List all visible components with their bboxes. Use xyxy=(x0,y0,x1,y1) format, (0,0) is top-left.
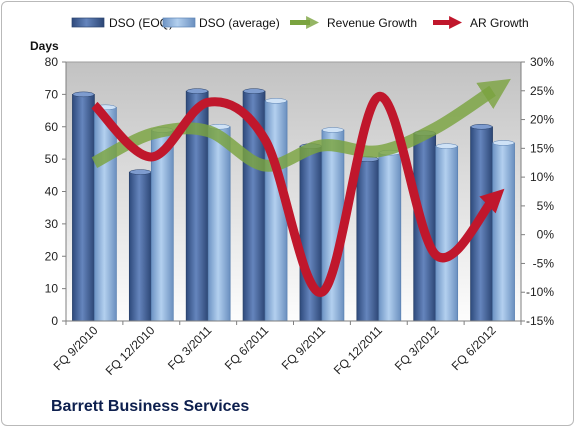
bars xyxy=(72,88,515,322)
y-tick-label: 20 xyxy=(45,249,59,263)
x-tick-label: FQ 3/2011 xyxy=(165,323,215,373)
y2-tick-label: -15% xyxy=(526,314,554,328)
company-name: Barrett Business Services xyxy=(51,398,250,415)
x-tick-label: FQ 3/2012 xyxy=(392,323,442,373)
y2-tick-label: 20% xyxy=(530,113,554,127)
y-axis-ticks: 0 10 20 30 40 50 60 70 80 xyxy=(45,55,66,328)
legend-swatch-dso-eoq xyxy=(71,17,105,28)
series-line-revenue-growth xyxy=(91,78,511,172)
y-tick-label: 50 xyxy=(45,152,59,166)
y2-tick-label: 25% xyxy=(530,84,554,98)
y-tick-label: 40 xyxy=(45,185,59,199)
y2-tick-label: 10% xyxy=(530,170,554,184)
y-axis-title: Days xyxy=(30,39,59,53)
legend-item-ar-growth: AR Growth xyxy=(433,16,529,30)
x-tick-label: FQ 12/2010 xyxy=(103,323,158,378)
bar-dso-eoq xyxy=(356,156,380,322)
legend-label-revenue-growth: Revenue Growth xyxy=(327,16,417,30)
bar-dso-eoq xyxy=(72,91,95,322)
y2-tick-label: 5% xyxy=(537,199,555,213)
bar-dso-average xyxy=(492,140,515,322)
y2-axis-ticks: -15% -10% -5% 0% 5% 10% 15% 20% 25% 30% xyxy=(521,55,554,328)
legend-item-dso-average: DSO (average) xyxy=(162,16,280,30)
bar-dso-eoq xyxy=(128,169,152,322)
legend-swatch-dso-average xyxy=(162,17,196,28)
y-tick-label: 30 xyxy=(45,217,59,231)
x-tick-label: FQ 9/2011 xyxy=(279,323,329,373)
bar-dso-average xyxy=(94,104,117,322)
legend-label-ar-growth: AR Growth xyxy=(470,16,529,30)
bar-dso-average xyxy=(378,149,402,322)
y-tick-label: 80 xyxy=(45,55,59,69)
legend-item-dso-eoq: DSO (EOQ) xyxy=(71,16,173,30)
series-line-ar-growth xyxy=(91,92,505,297)
y2-tick-label: -5% xyxy=(533,256,555,270)
legend-item-revenue-growth: Revenue Growth xyxy=(290,16,417,30)
x-tick-label: FQ 6/2012 xyxy=(449,323,499,373)
y2-tick-label: 15% xyxy=(530,141,554,155)
bar-dso-average xyxy=(207,124,231,322)
y-tick-label: 0 xyxy=(51,314,58,328)
y-tick-label: 10 xyxy=(45,282,59,296)
x-axis-ticks: FQ 9/2010 FQ 12/2010 FQ 3/2011 FQ 6/2011 FQ … xyxy=(51,321,522,378)
legend-label-dso-eoq: DSO (EOQ) xyxy=(109,16,173,30)
legend: DSO (EOQ) DSO (average) Revenue Growth A… xyxy=(71,16,529,30)
y2-tick-label: 0% xyxy=(537,228,555,242)
legend-label-dso-average: DSO (average) xyxy=(199,16,280,30)
y2-tick-label: -10% xyxy=(526,285,554,299)
series-lines xyxy=(91,78,511,297)
y-tick-label: 60 xyxy=(45,120,59,134)
bar-dso-average xyxy=(435,143,459,322)
y-tick-label: 70 xyxy=(45,87,59,101)
y2-tick-label: 30% xyxy=(530,55,554,69)
x-tick-label: FQ 6/2011 xyxy=(222,323,272,373)
x-tick-label: FQ 12/2011 xyxy=(331,323,385,377)
x-tick-label: FQ 9/2010 xyxy=(51,323,101,373)
